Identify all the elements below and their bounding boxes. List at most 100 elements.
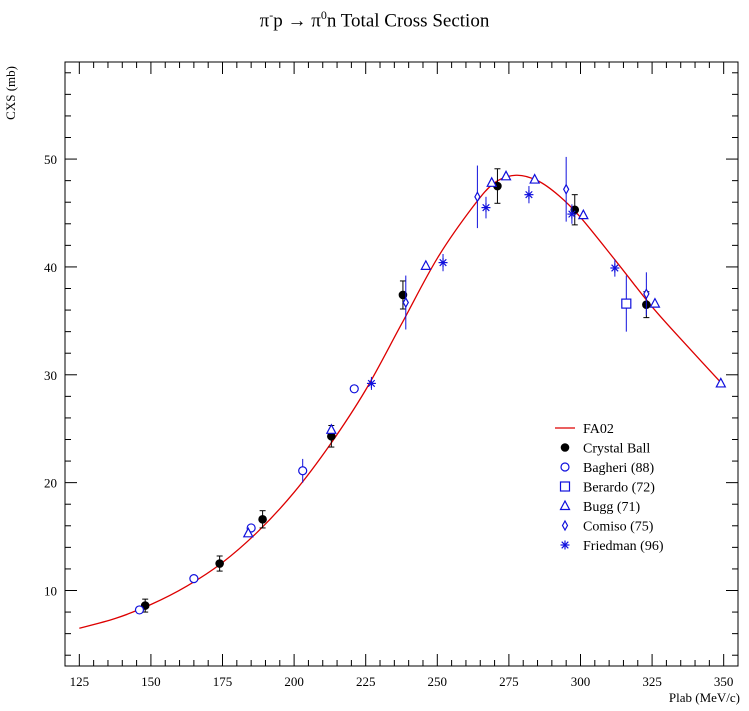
title-post: n Total Cross Section: [326, 10, 490, 32]
x-tick-label: 275: [499, 674, 519, 689]
y-tick-label: 30: [44, 368, 57, 383]
marker-shape: [559, 481, 571, 492]
data-point: [189, 574, 199, 584]
legend-label: Crystal Ball: [583, 442, 650, 457]
marker-shape: [649, 297, 661, 308]
data-point: [474, 191, 481, 203]
x-tick-label: 325: [642, 674, 662, 689]
marker-shape: [486, 176, 498, 187]
marker-stroke: [568, 210, 576, 218]
title-mid: p → π: [273, 10, 321, 32]
marker-shape: [325, 423, 337, 434]
legend-swatch: [559, 481, 571, 492]
data-point: [258, 515, 267, 524]
marker-stroke: [482, 203, 490, 212]
data-point: [134, 605, 145, 615]
marker-shape: [242, 527, 254, 538]
data-point: [402, 296, 409, 309]
fa02-line: [79, 174, 725, 629]
marker-shape: [561, 519, 569, 532]
data-point: [643, 288, 650, 300]
marker-shape: [560, 443, 570, 452]
marker-shape: [349, 384, 359, 394]
x-tick-label: 175: [213, 674, 233, 689]
marker-shape: [715, 377, 727, 388]
data-point: [349, 384, 359, 394]
data-point: [298, 466, 308, 476]
x-tick-label: 300: [571, 674, 591, 689]
legend-label: FA02: [583, 422, 614, 437]
data-point: [215, 559, 224, 568]
marker-shape: [643, 288, 650, 300]
marker-shape: [402, 296, 409, 309]
marker-shape: [398, 290, 408, 300]
marker-shape: [560, 462, 570, 472]
title-sup2: 0: [320, 8, 327, 22]
data-point: [610, 263, 620, 273]
marker-stroke: [439, 258, 447, 267]
x-tick-label: 225: [356, 674, 376, 689]
marker-stroke: [611, 264, 619, 272]
data-point: [621, 298, 632, 309]
legend-swatch: [559, 499, 571, 511]
legend-label: Bugg (71): [583, 500, 641, 515]
title-pre: π: [259, 10, 270, 32]
marker-shape: [134, 605, 145, 615]
data-point: [562, 183, 570, 196]
marker-shape: [562, 183, 570, 196]
marker-shape: [529, 173, 541, 184]
x-tick-label: 250: [428, 674, 448, 689]
data-point: [481, 203, 491, 213]
legend-label: Berardo (72): [583, 481, 655, 496]
marker-shape: [258, 515, 267, 524]
legend-swatch: [561, 519, 569, 532]
legend-label: Friedman (96): [583, 539, 664, 554]
data-point: [567, 209, 577, 219]
y-tick-label: 10: [44, 584, 57, 599]
data-point: [242, 527, 254, 538]
data-point: [486, 176, 498, 187]
marker-stroke: [525, 190, 533, 199]
x-tick-label: 350: [714, 674, 734, 689]
data-point: [524, 190, 534, 200]
data-point: [325, 423, 337, 434]
title-sup1: -: [269, 8, 274, 22]
x-tick-label: 200: [284, 674, 304, 689]
legend-swatch: [560, 462, 570, 472]
legend-swatch: [560, 443, 570, 452]
y-tick-label: 40: [44, 260, 57, 275]
marker-stroke: [561, 541, 569, 549]
marker-shape: [420, 259, 432, 270]
x-axis-ticks: 125 150 175 200 225 250 275 300 325 350: [64, 62, 739, 689]
marker-stroke: [367, 379, 376, 388]
x-tick-label: 125: [70, 674, 90, 689]
legend-label: Bagheri (88): [583, 461, 654, 476]
legend-label: Comiso (75): [583, 520, 654, 535]
data-point: [500, 170, 512, 181]
y-tick-label: 20: [44, 476, 57, 491]
chart-title: π-p → π0n Total Cross Section: [0, 8, 749, 32]
x-tick-label: 150: [141, 674, 161, 689]
marker-shape: [215, 559, 224, 568]
data-point: [366, 378, 376, 388]
legend-swatch: [560, 540, 570, 550]
data-point: [438, 258, 448, 268]
fit-line-layer: [79, 174, 725, 629]
data-points-layer: [134, 156, 727, 615]
data-point: [398, 290, 408, 300]
marker-shape: [189, 574, 199, 584]
y-tick-label: 50: [44, 152, 57, 167]
data-point: [577, 208, 589, 220]
data-point: [649, 297, 661, 308]
marker-shape: [621, 298, 632, 309]
marker-shape: [298, 466, 308, 476]
data-point: [715, 377, 727, 388]
y-axis-label: CXS (mb): [3, 66, 18, 120]
data-point: [529, 173, 541, 184]
marker-shape: [577, 208, 589, 220]
x-axis-label: Plab (MeV/c): [669, 690, 740, 705]
marker-shape: [500, 170, 512, 181]
marker-shape: [559, 499, 571, 511]
